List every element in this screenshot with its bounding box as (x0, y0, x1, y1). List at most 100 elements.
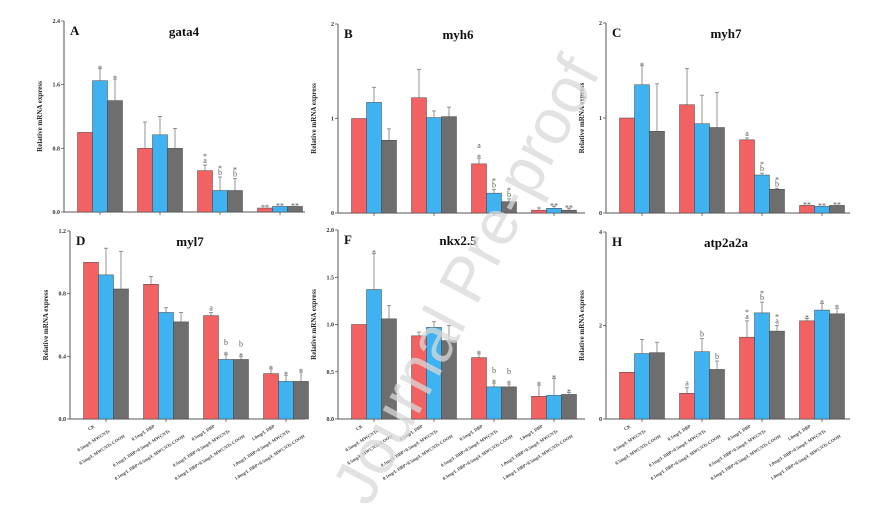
significance-label: * (567, 388, 571, 397)
y-axis-label: Relative mRNA express (42, 289, 50, 360)
y-tick-label: 0.8 (53, 146, 61, 152)
y-tick-label: 0 (331, 211, 334, 217)
panel-title: myh7 (710, 26, 742, 41)
y-axis-label: Relative mRNA express (578, 82, 586, 153)
significance-label: a (745, 312, 749, 321)
bar (107, 100, 123, 213)
bar (233, 359, 249, 420)
bar (649, 352, 665, 420)
panel-title: nkx2.5 (439, 233, 477, 248)
significance-label: ** (276, 201, 284, 210)
panel-letter: H (612, 234, 622, 249)
y-tick-label: 2 (599, 21, 602, 27)
bar (619, 117, 635, 214)
y-tick-label: 0.4 (59, 354, 67, 360)
significance-label: * (552, 373, 556, 382)
bar (203, 315, 219, 420)
bar (769, 189, 785, 214)
significance-label: ** (261, 203, 269, 212)
panel-title: gata4 (169, 24, 200, 39)
bar (561, 394, 577, 420)
y-tick-label: 0.0 (59, 417, 67, 423)
y-tick-label: 2.0 (327, 228, 335, 234)
significance-label: * (224, 350, 228, 359)
bar (351, 118, 367, 214)
bar (501, 201, 517, 214)
bar (83, 262, 99, 420)
bar (754, 174, 770, 214)
bar (173, 321, 189, 420)
significance-label: a (477, 141, 481, 150)
category-label: CK (355, 423, 364, 431)
bar (381, 139, 397, 214)
significance-label: a (685, 379, 689, 388)
significance-label: * (218, 164, 222, 173)
bar (561, 209, 577, 214)
significance-label: * (98, 64, 102, 73)
significance-label: * (507, 379, 511, 388)
panel-letter: F (344, 232, 352, 247)
bar (546, 395, 562, 420)
significance-label: b (700, 330, 704, 339)
panel-letter: B (344, 26, 353, 41)
bar (92, 80, 108, 213)
significance-label: ** (550, 201, 558, 210)
bar (486, 386, 502, 420)
bar (113, 288, 129, 420)
y-tick-label: 4 (599, 230, 602, 236)
significance-label: * (537, 205, 541, 214)
bar (287, 206, 303, 213)
bar (441, 340, 457, 420)
bar (426, 117, 442, 214)
panel-letter: D (76, 233, 85, 248)
bar (441, 116, 457, 214)
bar (694, 123, 710, 214)
significance-label: * (760, 160, 764, 169)
panel-a: 0.0 0.8 1.6 2.4 Relative mRNA express A gata4 *… (36, 19, 305, 216)
y-tick-label: 0.0 (53, 210, 61, 216)
bar (829, 313, 845, 420)
bar (501, 386, 517, 420)
category-label: CK (623, 423, 632, 431)
panel-d: 0.0 0.4 0.8 1.2 Relative mRNA express D myl7 CK… (42, 229, 309, 481)
significance-label: * (760, 289, 764, 298)
category-label: CK (87, 423, 96, 431)
panel-letter: C (612, 25, 621, 40)
significance-label: b (492, 180, 496, 189)
significance-label: * (299, 367, 303, 376)
y-tick-label: 2 (331, 22, 334, 28)
bar (293, 381, 309, 420)
bar (98, 274, 114, 420)
panel-title: atp2a2a (704, 235, 749, 250)
significance-label: * (492, 176, 496, 185)
bar (227, 190, 243, 213)
significance-label: ** (565, 203, 573, 212)
bar (829, 205, 845, 214)
bar (709, 369, 725, 420)
significance-label: * (269, 364, 273, 373)
y-tick-label: 0.0 (327, 417, 335, 423)
significance-label: * (239, 351, 243, 360)
bar (471, 163, 487, 214)
bar (197, 170, 213, 213)
significance-label: * (372, 249, 376, 258)
bar (619, 372, 635, 420)
y-tick-label: 2 (599, 324, 602, 330)
bar (381, 318, 397, 420)
bar (679, 393, 695, 420)
significance-label: * (835, 303, 839, 312)
bar (143, 284, 159, 420)
significance-label: * (640, 61, 644, 70)
y-axis-label: Relative mRNA express (578, 290, 586, 361)
bar (679, 104, 695, 214)
y-axis-label: Relative mRNA express (310, 83, 318, 154)
significance-label: b (239, 339, 243, 348)
bar (739, 336, 755, 420)
y-tick-label: 1.2 (59, 229, 67, 235)
significance-label: a (203, 156, 207, 165)
significance-label: b (760, 293, 764, 302)
significance-label: ** (803, 200, 811, 209)
significance-label: * (477, 349, 481, 358)
